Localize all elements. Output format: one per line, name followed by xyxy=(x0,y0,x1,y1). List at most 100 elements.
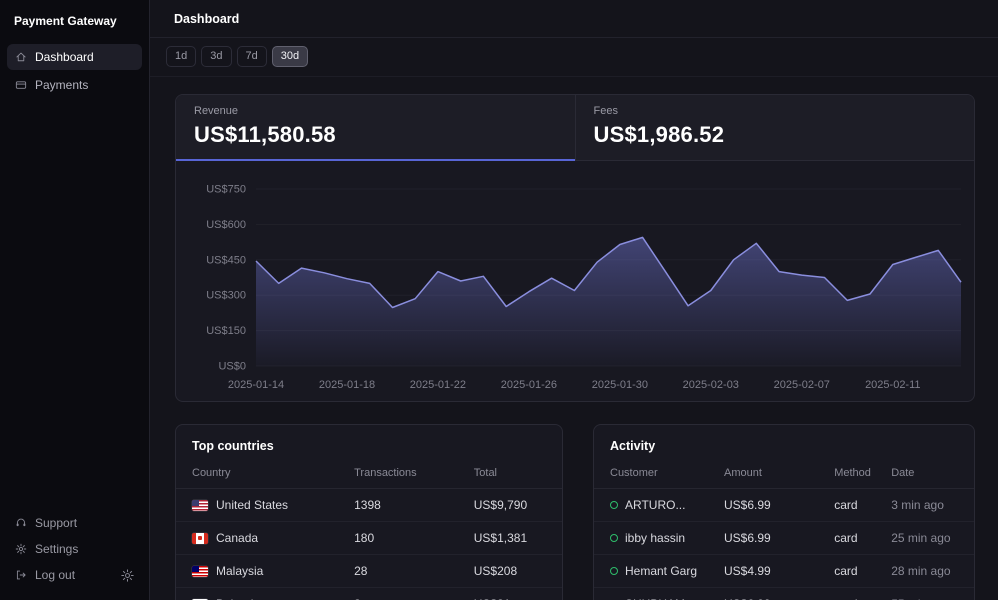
country-name: Canada xyxy=(216,531,258,545)
svg-text:2025-02-03: 2025-02-03 xyxy=(683,379,739,391)
theme-toggle-sun-icon[interactable] xyxy=(119,567,136,584)
range-button-30d[interactable]: 30d xyxy=(272,46,308,67)
stat-label: Revenue xyxy=(194,105,557,117)
sidebar-item-label: Payments xyxy=(35,78,88,92)
activity-method: card xyxy=(818,489,875,522)
country-name: Malaysia xyxy=(216,564,263,578)
column-header-transactions: Transactions xyxy=(338,463,458,489)
flag-icon-my xyxy=(192,566,208,577)
sidebar-item-dashboard[interactable]: Dashboard xyxy=(7,44,142,70)
top-countries-card: Top countries CountryTransactionsTotal U… xyxy=(175,424,563,600)
activity-date: 28 min ago xyxy=(875,555,974,588)
svg-text:2025-02-11: 2025-02-11 xyxy=(865,379,920,391)
activity-method: card xyxy=(818,522,875,555)
activity-customer: Hemant Garg xyxy=(625,564,697,578)
country-row: Malaysia28US$208 xyxy=(176,555,562,588)
support-icon xyxy=(15,517,27,529)
column-header-total: Total xyxy=(458,463,562,489)
top-countries-title: Top countries xyxy=(176,425,562,463)
svg-text:2025-01-14: 2025-01-14 xyxy=(228,379,284,391)
logout-icon xyxy=(15,569,27,581)
range-button-3d[interactable]: 3d xyxy=(201,46,231,67)
svg-text:2025-01-22: 2025-01-22 xyxy=(410,379,466,391)
sidebar: Payment Gateway Dashboard Payments Suppor… xyxy=(0,0,150,600)
activity-amount: US$6.99 xyxy=(708,522,818,555)
column-header-amount: Amount xyxy=(708,463,818,489)
activity-amount: US$6.99 xyxy=(708,588,818,600)
sidebar-item-label: Support xyxy=(35,516,77,530)
status-dot-icon xyxy=(610,501,618,509)
country-total: US$1,381 xyxy=(458,522,562,555)
stat-tab-revenue[interactable]: Revenue US$11,580.58 xyxy=(176,95,575,160)
svg-text:US$600: US$600 xyxy=(206,219,246,231)
bottom-grid: Top countries CountryTransactionsTotal U… xyxy=(175,424,975,600)
svg-text:US$750: US$750 xyxy=(206,184,246,196)
page-header: Dashboard xyxy=(150,0,998,38)
stat-value: US$1,986.52 xyxy=(594,122,957,148)
activity-row: SHUBHAM...US$6.99card55 min ago xyxy=(594,588,974,600)
sidebar-item-label: Settings xyxy=(35,542,78,556)
status-dot-icon xyxy=(610,534,618,542)
sidebar-item-settings[interactable]: Settings xyxy=(7,536,142,562)
app-root: Payment Gateway Dashboard Payments Suppor… xyxy=(0,0,998,600)
svg-text:2025-01-18: 2025-01-18 xyxy=(319,379,375,391)
country-total: US$31 xyxy=(458,588,562,600)
flag-icon-us xyxy=(192,500,208,511)
svg-text:2025-01-30: 2025-01-30 xyxy=(592,379,648,391)
range-button-1d[interactable]: 1d xyxy=(166,46,196,67)
country-name: United States xyxy=(216,498,288,512)
content: Revenue US$11,580.58 Fees US$1,986.52 US$0 U… xyxy=(150,77,998,600)
activity-card: Activity CustomerAmountMethodDate ARTURO… xyxy=(593,424,975,600)
sidebar-item-payments[interactable]: Payments xyxy=(7,72,142,98)
country-transactions: 28 xyxy=(338,555,458,588)
status-dot-icon xyxy=(610,567,618,575)
svg-text:US$0: US$0 xyxy=(218,361,246,373)
card-icon xyxy=(15,79,27,91)
activity-method: card xyxy=(818,555,875,588)
gear-icon xyxy=(15,543,27,555)
svg-text:2025-01-26: 2025-01-26 xyxy=(501,379,557,391)
stat-label: Fees xyxy=(594,105,957,117)
svg-text:2025-02-07: 2025-02-07 xyxy=(774,379,830,391)
column-header-date: Date xyxy=(875,463,974,489)
home-icon xyxy=(15,51,27,63)
page-title: Dashboard xyxy=(174,12,239,26)
flag-icon-ca xyxy=(192,533,208,544)
date-range-toolbar: 1d3d 7d30d xyxy=(150,38,998,77)
country-transactions: 1398 xyxy=(338,489,458,522)
country-row: Canada 180US$1,381 xyxy=(176,522,562,555)
activity-title: Activity xyxy=(594,425,974,463)
range-button-7d[interactable]: 7d xyxy=(237,46,267,67)
column-header-customer: Customer xyxy=(594,463,708,489)
sidebar-item-support[interactable]: Support xyxy=(7,510,142,536)
revenue-area-chart: US$0US$150US$300US$450US$600US$7502025-0… xyxy=(176,161,974,401)
activity-date: 25 min ago xyxy=(875,522,974,555)
activity-customer: ibby hassin xyxy=(625,531,685,545)
app-title: Payment Gateway xyxy=(7,10,142,44)
sidebar-item-label: Log out xyxy=(35,568,75,582)
column-header-method: Method xyxy=(818,463,875,489)
svg-text:US$300: US$300 xyxy=(206,290,246,302)
stat-tab-fees[interactable]: Fees US$1,986.52 xyxy=(575,95,975,160)
top-countries-table: CountryTransactionsTotal United States13… xyxy=(176,463,562,600)
activity-customer: ARTURO... xyxy=(625,498,685,512)
activity-method: card xyxy=(818,588,875,600)
country-transactions: 180 xyxy=(338,522,458,555)
activity-date: 3 min ago xyxy=(875,489,974,522)
activity-table: CustomerAmountMethodDate ARTURO... US$6.9… xyxy=(594,463,974,600)
country-row: United States1398US$9,790 xyxy=(176,489,562,522)
country-transactions: 3 xyxy=(338,588,458,600)
country-row: Bulgaria3US$31 xyxy=(176,588,562,600)
activity-amount: US$6.99 xyxy=(708,489,818,522)
activity-row: ibby hassin US$6.99card25 min ago xyxy=(594,522,974,555)
sidebar-footer: Support Settings Log out xyxy=(7,510,142,590)
activity-row: Hemant Garg US$4.99card28 min ago xyxy=(594,555,974,588)
activity-date: 55 min ago xyxy=(875,588,974,600)
stat-value: US$11,580.58 xyxy=(194,122,557,148)
revenue-chart-card: Revenue US$11,580.58 Fees US$1,986.52 US$0 U… xyxy=(175,94,975,402)
activity-amount: US$4.99 xyxy=(708,555,818,588)
chart-area: US$0US$150US$300US$450US$600US$7502025-0… xyxy=(176,161,974,401)
sidebar-nav: Dashboard Payments xyxy=(7,44,142,100)
sidebar-item-label: Dashboard xyxy=(35,50,94,64)
main-area: Dashboard 1d3d 7d30d Revenue US$11,580.58 F… xyxy=(150,0,998,600)
